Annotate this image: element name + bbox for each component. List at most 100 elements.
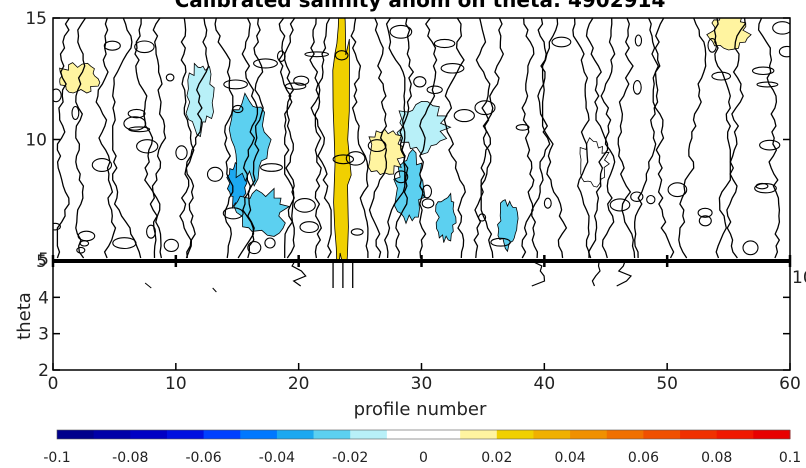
- contour-loop-51: [742, 240, 759, 256]
- contour-loop-7: [393, 170, 409, 184]
- anomaly-region-3: [185, 62, 215, 138]
- colorbar-label-7: 0.04: [555, 450, 586, 466]
- contour-line-29: [617, 18, 636, 259]
- contour-loop-41: [253, 58, 278, 69]
- contour-loop-9: [76, 246, 86, 254]
- chart-title: Calibrated salinity anom on theta: 49029…: [175, 0, 666, 12]
- top-right-tick-label: 10: [792, 268, 806, 288]
- colorbar-swatch-7: [313, 430, 351, 439]
- bottom-squiggle-2: [591, 260, 601, 287]
- contour-line-5: [151, 18, 167, 259]
- xtick-label-10: 10: [165, 374, 187, 394]
- top-panel: 15 10 5 10: [25, 9, 806, 288]
- colorbar-swatch-10: [423, 430, 461, 439]
- colorbar-swatch-14: [570, 430, 608, 439]
- colorbar-swatch-2: [130, 430, 168, 439]
- contour-line-35: [757, 18, 781, 259]
- contour-line-14: [314, 18, 331, 259]
- contour-loop-32: [755, 182, 769, 190]
- contour-loop-1: [367, 139, 387, 153]
- bottom-ytick-label-5: 5: [38, 250, 49, 270]
- contour-loop-3: [350, 228, 364, 236]
- contour-line-15: [350, 18, 369, 258]
- bottom-ytick-label-2: 2: [38, 361, 49, 381]
- bottom-dash-2: [212, 287, 217, 293]
- contour-loop-63: [127, 108, 146, 119]
- contour-loop-52: [264, 237, 276, 249]
- colorbar-frame: [56, 429, 791, 440]
- contour-line-34: [726, 18, 746, 259]
- contour-line-1: [75, 18, 87, 259]
- contour-loop-49: [756, 81, 779, 88]
- contour-loop-64: [146, 224, 156, 239]
- contour-line-23: [521, 18, 535, 259]
- contour-line-28: [600, 18, 616, 259]
- anomaly-region-7: [497, 199, 519, 253]
- colorbar-swatch-17: [680, 430, 718, 439]
- contour-line-13: [309, 18, 332, 259]
- contour-loop-18: [646, 194, 656, 205]
- contour-loop-44: [551, 36, 572, 48]
- top-ytick-label-5: 5: [36, 252, 47, 272]
- contour-line-10: [247, 18, 264, 259]
- xtick-label-0: 0: [48, 374, 59, 394]
- bottom-squiggle-1: [531, 260, 546, 287]
- contour-loop-50: [332, 154, 355, 165]
- contour-loop-8: [609, 198, 631, 212]
- bottom-squiggle-0: [291, 260, 307, 287]
- anomaly-region-6: [435, 192, 457, 243]
- contour-loop-36: [103, 40, 121, 51]
- colorbar-label-10: 0.1: [779, 450, 801, 466]
- contour-loop-4: [426, 85, 443, 95]
- contour-loop-20: [490, 237, 511, 247]
- colorbar-swatch-1: [93, 430, 131, 439]
- contour-line-22: [480, 18, 505, 259]
- top-ytick-label-15: 15: [25, 9, 47, 29]
- anomaly-region-4: [393, 148, 426, 225]
- contour-loop-42: [334, 50, 349, 61]
- contour-line-32: [678, 18, 707, 259]
- xtick-label-50: 50: [656, 374, 678, 394]
- contour-line-4: [134, 18, 158, 259]
- colorbar-label-8: 0.06: [628, 450, 659, 466]
- contour-line-17: [383, 18, 406, 259]
- top-panel-plot-area: [53, 18, 790, 261]
- colorbar-swatch-13: [533, 430, 571, 439]
- bottom-squiggle-3: [616, 260, 633, 287]
- contour-loop-45: [697, 207, 713, 218]
- colorbar-label-3: -0.04: [259, 450, 295, 466]
- contour-loop-47: [136, 139, 159, 154]
- contour-line-0: [56, 18, 70, 259]
- contour-line-6: [179, 18, 195, 259]
- contour-loop-33: [123, 116, 147, 131]
- contour-loop-5: [71, 105, 80, 121]
- contour-loop-46: [223, 79, 248, 90]
- bottom-ytick-label-4: 4: [38, 288, 49, 308]
- bottom-ytick-label-3: 3: [38, 325, 49, 345]
- contour-loop-10: [634, 34, 643, 47]
- contour-loop-30: [772, 21, 790, 35]
- contour-line-21: [473, 18, 492, 259]
- contour-loop-68: [276, 50, 286, 62]
- contour-loop-56: [667, 182, 688, 198]
- contour-loop-13: [163, 238, 179, 253]
- contour-loop-39: [711, 71, 732, 81]
- contour-line-12: [284, 18, 296, 258]
- contour-line-16: [368, 18, 388, 259]
- contour-line-18: [395, 18, 415, 259]
- contour-loop-15: [515, 124, 530, 131]
- contour-line-31: [652, 18, 675, 259]
- colorbar-swatch-9: [386, 430, 424, 439]
- contour-loop-59: [389, 24, 413, 39]
- xtick-label-30: 30: [411, 374, 433, 394]
- contour-loop-31: [284, 82, 307, 90]
- colorbar-swatch-4: [203, 430, 241, 439]
- xtick-label-20: 20: [288, 374, 310, 394]
- colorbar-label-6: 0.02: [481, 450, 512, 466]
- contour-loop-40: [751, 66, 775, 76]
- contour-line-8: [214, 18, 234, 259]
- contour-loop-23: [77, 230, 96, 242]
- contour-loop-34: [421, 184, 433, 199]
